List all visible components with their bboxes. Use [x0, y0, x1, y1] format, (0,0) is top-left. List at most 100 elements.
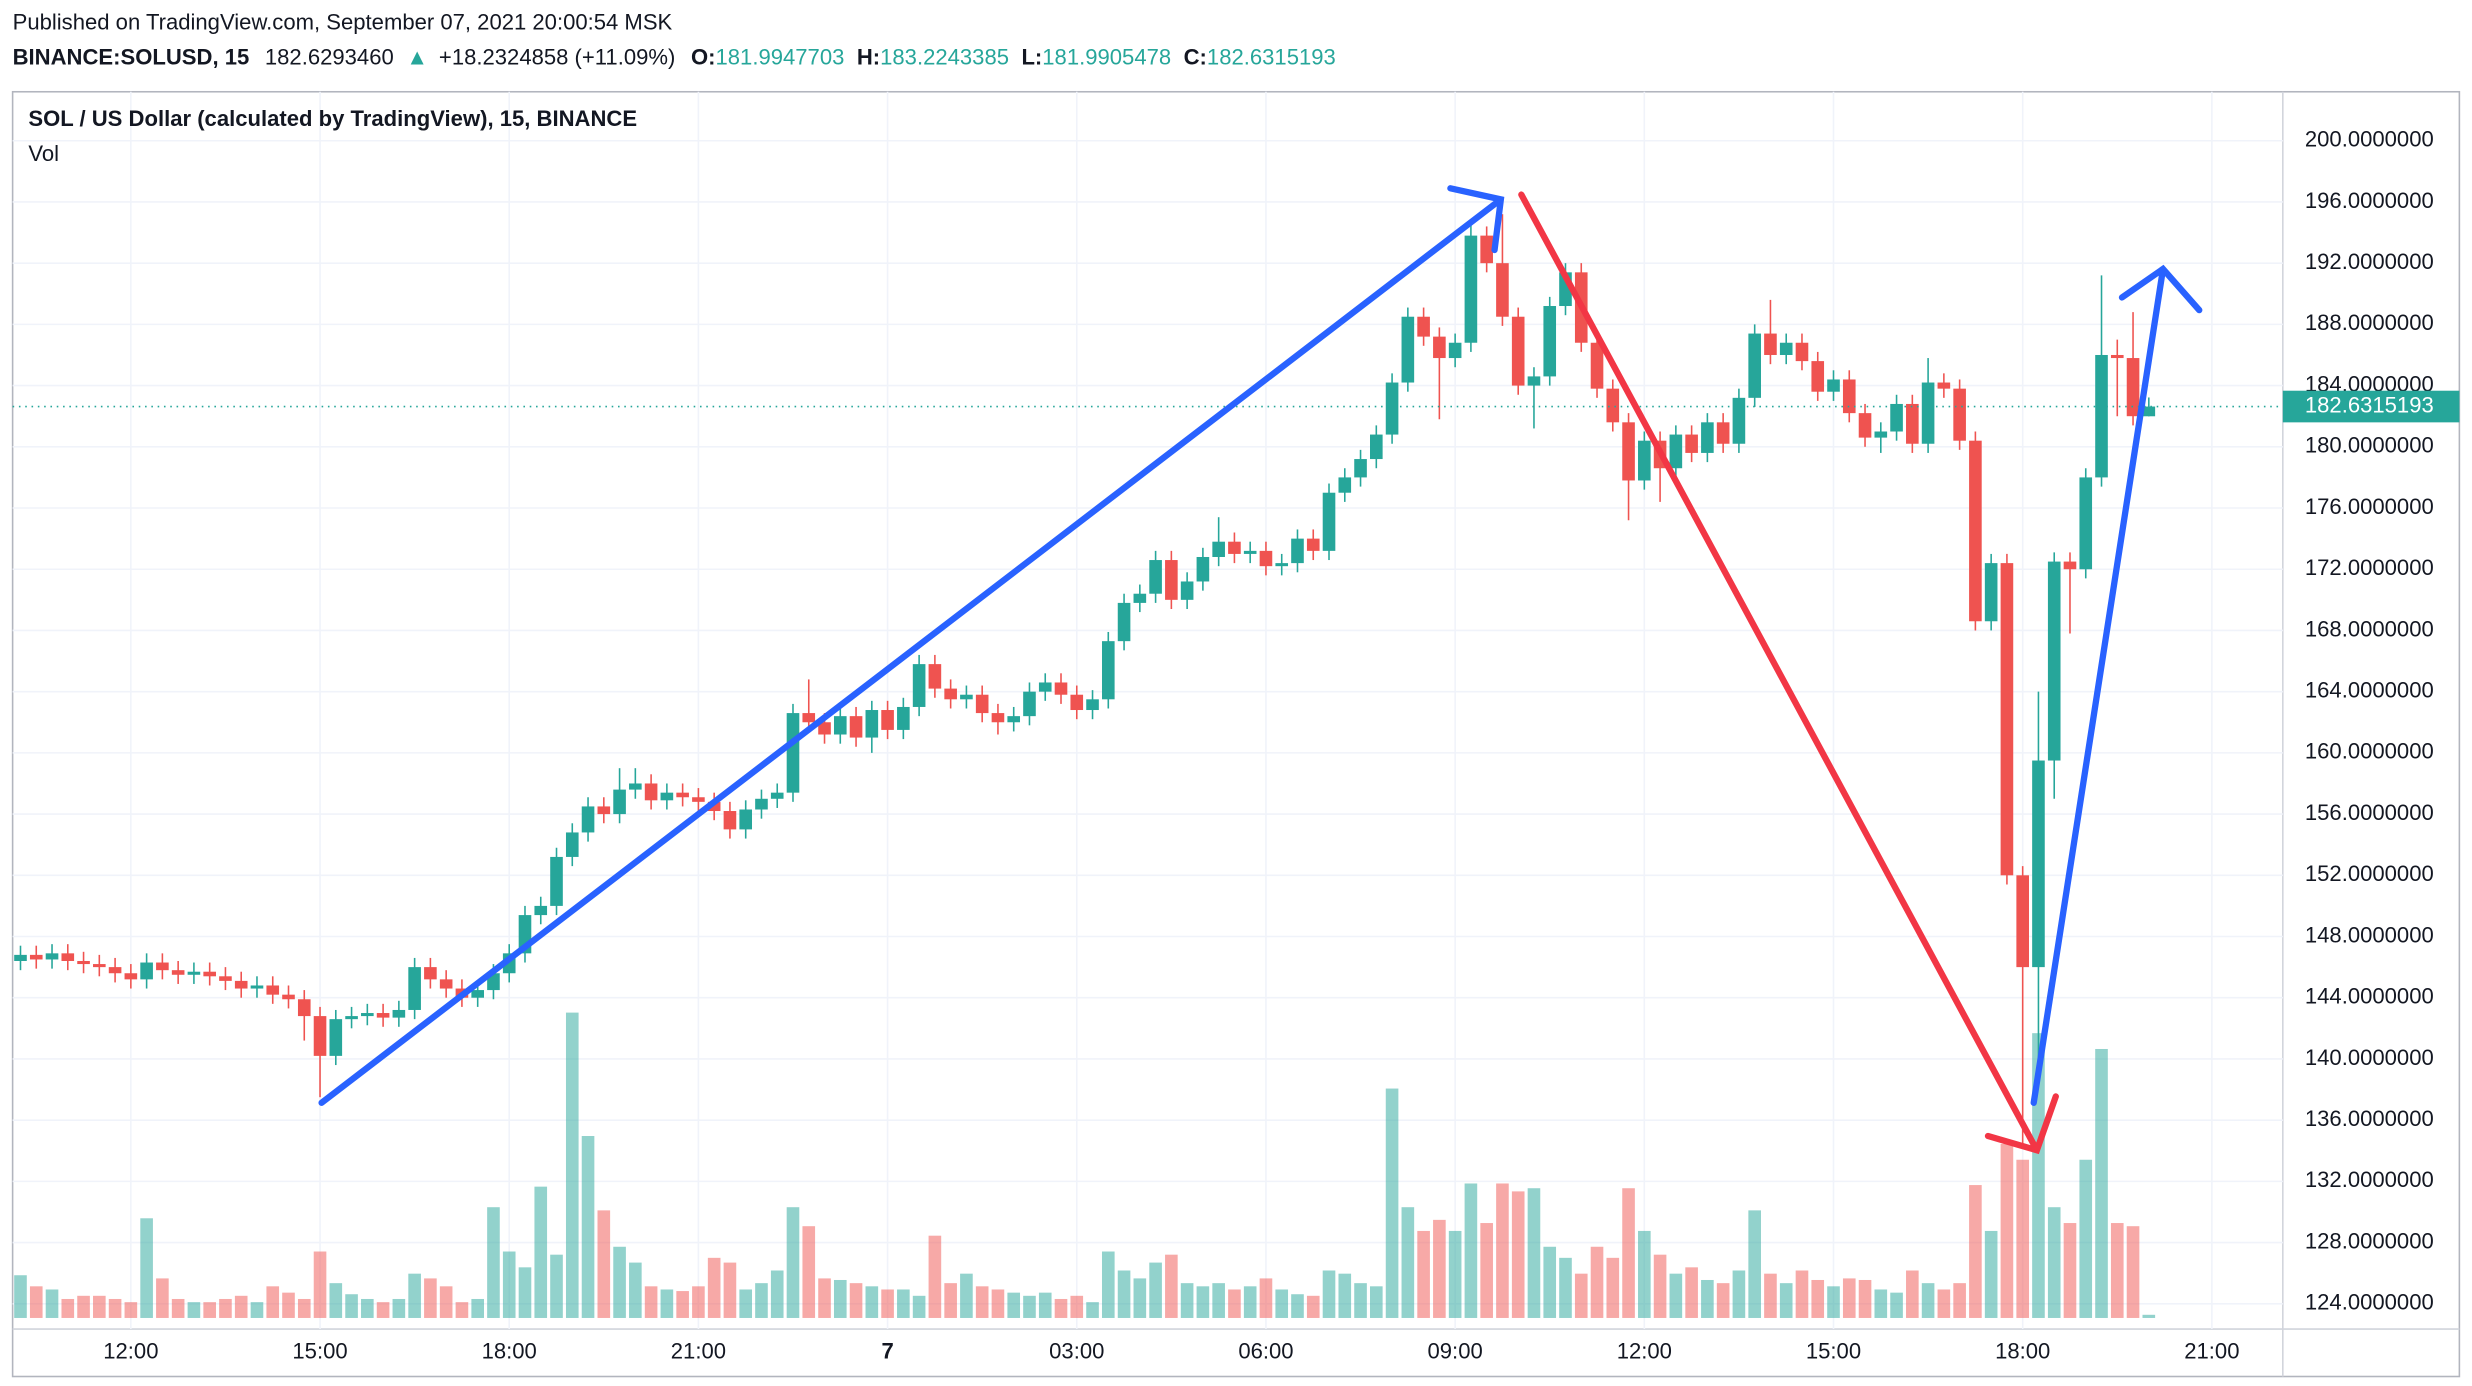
volume-bar: [613, 1246, 626, 1318]
volume-bar: [219, 1298, 232, 1318]
candle-body: [818, 722, 831, 735]
volume-bar: [392, 1298, 406, 1318]
volume-bar: [424, 1278, 437, 1318]
volume-bar: [1480, 1223, 1493, 1318]
candle-body: [1685, 434, 1698, 453]
candle-body: [1401, 316, 1415, 383]
y-tick-label: 156.0000000: [2305, 800, 2434, 825]
trend-arrow-up: [318, 185, 1505, 1106]
candle-body: [739, 809, 753, 830]
volume-bar: [1117, 1270, 1131, 1318]
volume-bar: [1054, 1298, 1068, 1318]
volume-bar: [1874, 1289, 1888, 1318]
candle-body: [1511, 316, 1525, 386]
candle-body: [266, 985, 280, 995]
volume-bar: [1385, 1088, 1399, 1318]
volume-bar: [1906, 1270, 1919, 1318]
candle-body: [1338, 477, 1352, 493]
candle-body: [613, 789, 626, 815]
volume-bar: [818, 1278, 831, 1318]
candle-body: [108, 967, 122, 974]
volume-bar: [471, 1298, 484, 1318]
volume-bar: [250, 1302, 264, 1318]
candle-body: [1464, 235, 1478, 343]
candle-body: [1890, 403, 1903, 432]
volume-bar: [1732, 1270, 1746, 1318]
volume-bar: [45, 1289, 59, 1318]
price-tag: [2282, 390, 2460, 423]
candle-body: [329, 1019, 343, 1056]
volume-bar: [550, 1254, 563, 1318]
volume-bar: [881, 1289, 894, 1318]
candle-body: [424, 967, 437, 980]
volume-bar: [644, 1286, 658, 1318]
volume-bar: [1701, 1279, 1714, 1318]
candle-body: [676, 792, 689, 798]
candle-body: [755, 798, 768, 810]
candle-body: [1259, 550, 1273, 567]
l-label: L:: [1021, 44, 1042, 69]
o-value: 181.9947703: [715, 44, 844, 69]
candle-body: [1921, 382, 1935, 444]
candle-body: [250, 985, 264, 989]
volume-bar: [1228, 1289, 1241, 1318]
candle-body: [14, 954, 27, 961]
volume-bar: [108, 1298, 122, 1318]
candle-body: [1638, 440, 1651, 481]
candle-body: [2142, 406, 2156, 417]
candle-body: [1858, 413, 1872, 438]
c-label: C:: [1184, 44, 1207, 69]
volume-bar: [676, 1291, 689, 1318]
candle-body: [1937, 382, 1951, 389]
volume-bar: [1527, 1188, 1541, 1318]
volume-bar: [1858, 1279, 1872, 1318]
volume-bar: [329, 1283, 343, 1318]
volume-bar: [1764, 1273, 1777, 1318]
candle-body: [1038, 682, 1052, 692]
volume-bar: [361, 1298, 374, 1318]
arrow: ▲: [406, 44, 428, 69]
candle-body: [1070, 694, 1084, 711]
volume-bar: [1259, 1278, 1273, 1318]
candle-body: [77, 960, 90, 965]
y-tick-label: 136.0000000: [2305, 1106, 2434, 1131]
volume-bar: [739, 1289, 753, 1318]
volume-bar: [2000, 1143, 2014, 1318]
candle-body: [361, 1013, 374, 1017]
candle-body: [156, 962, 169, 971]
volume-bar: [897, 1289, 910, 1318]
candle-body: [1969, 440, 1982, 622]
volume-bar: [93, 1295, 106, 1318]
candle-body: [376, 1013, 390, 1018]
x-tick-label: 12:00: [1617, 1339, 1672, 1364]
change: +18.2324858 (+11.09%): [439, 44, 675, 69]
volume-bar: [313, 1251, 327, 1318]
volume-bar: [487, 1207, 500, 1318]
volume-bar: [802, 1226, 816, 1318]
volume-bar: [266, 1286, 280, 1318]
volume-bar: [1165, 1254, 1178, 1318]
volume-bar: [865, 1286, 879, 1318]
y-tick-label: 164.0000000: [2305, 677, 2434, 702]
h-value: 183.2243385: [880, 44, 1009, 69]
volume-bar: [1779, 1283, 1793, 1318]
volume-bar: [1890, 1292, 1903, 1318]
volume-bar: [1622, 1188, 1635, 1318]
candle-body: [408, 967, 421, 1010]
candle-body: [1196, 556, 1210, 582]
volume-bar: [1448, 1230, 1462, 1318]
candle-body: [1606, 388, 1620, 423]
x-tick-label: 09:00: [1428, 1339, 1483, 1364]
volume-bar: [1638, 1230, 1651, 1318]
volume-bar: [565, 1012, 579, 1318]
volume-bar: [2063, 1223, 2077, 1318]
volume-bar: [2110, 1223, 2124, 1318]
candle-body: [1417, 316, 1430, 337]
volume-bar: [1685, 1267, 1698, 1318]
y-tick-label: 180.0000000: [2305, 433, 2434, 458]
candle-body: [1590, 342, 1604, 389]
candle-body: [2032, 760, 2045, 968]
candle-body: [313, 1016, 327, 1056]
volume-bar: [1180, 1283, 1194, 1318]
frame: [11, 90, 2461, 1378]
